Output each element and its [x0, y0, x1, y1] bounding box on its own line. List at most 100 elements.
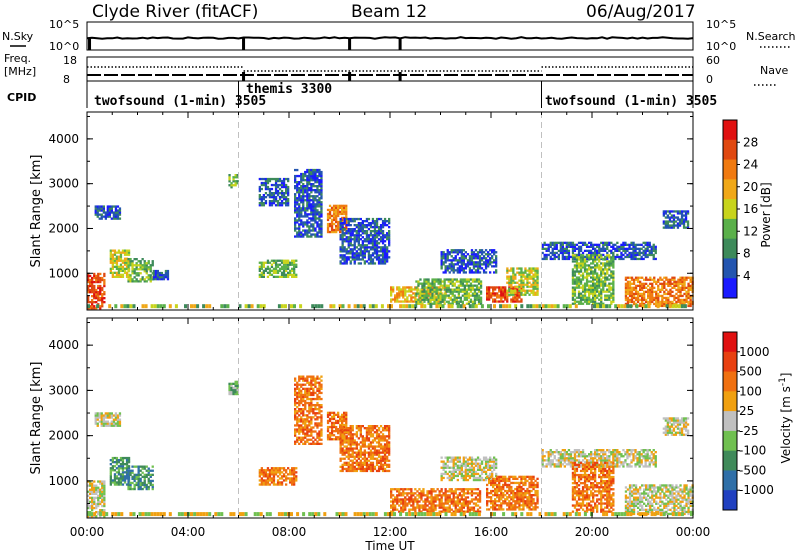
echo-cell	[626, 276, 630, 279]
echo-cell	[553, 304, 557, 309]
echo-cell	[278, 467, 282, 470]
echo-cell	[373, 226, 377, 229]
echo-cell	[651, 296, 654, 300]
echo-cell	[373, 228, 377, 231]
echo-cell	[314, 209, 317, 212]
echo-cell	[610, 241, 613, 244]
echo-cell	[571, 302, 575, 305]
echo-cell	[663, 282, 666, 285]
echo-cell	[367, 258, 371, 261]
echo-cell	[381, 230, 385, 233]
echo-cell	[304, 428, 307, 431]
echo-cell	[465, 302, 469, 305]
echo-cell	[612, 290, 615, 293]
echo-cell	[561, 247, 564, 250]
echo-cell	[282, 275, 286, 278]
echo-cell	[285, 204, 288, 207]
echo-cell	[99, 494, 102, 497]
echo-cell	[402, 304, 406, 309]
echo-cell	[268, 200, 272, 203]
echo-cell	[682, 226, 686, 229]
echo-cell	[294, 211, 297, 214]
echo-cell	[624, 284, 628, 287]
echo-cell	[575, 296, 579, 299]
echo-cell	[282, 198, 286, 201]
echo-cell	[295, 467, 298, 470]
echo-cell	[404, 288, 407, 291]
echo-cell	[270, 265, 274, 268]
echo-cell	[151, 479, 154, 483]
echo-cell	[592, 288, 595, 291]
echo-cell	[689, 280, 692, 283]
echo-cell	[316, 404, 319, 407]
echo-cell	[439, 278, 442, 281]
echo-cell	[113, 253, 117, 256]
echo-cell	[673, 286, 676, 289]
echo-cell	[487, 251, 490, 254]
echo-cell	[304, 387, 307, 390]
echo-cell	[312, 440, 315, 443]
echo-cell	[671, 304, 675, 309]
echo-cell	[429, 286, 432, 289]
echo-cell	[332, 417, 336, 421]
echo-cell	[355, 250, 358, 253]
echo-cell	[630, 294, 634, 298]
echo-cell	[657, 280, 660, 283]
echo-cell	[652, 257, 655, 261]
echo-cell	[335, 204, 338, 207]
echo-cell	[328, 212, 332, 216]
echo-cell	[341, 415, 344, 418]
echo-cell	[351, 232, 354, 235]
echo-cell	[596, 302, 599, 305]
echo-cell	[285, 183, 288, 187]
echo-cell	[230, 386, 233, 390]
echo-cell	[296, 191, 299, 194]
echo-cell	[101, 303, 104, 306]
echo-cell	[673, 276, 676, 279]
echo-cell	[349, 256, 352, 259]
echo-cell	[457, 300, 460, 303]
echo-cell	[310, 217, 313, 220]
echo-cell	[262, 473, 265, 476]
echo-cell	[304, 436, 307, 439]
velocity-echo-layer	[87, 318, 694, 518]
echo-cell	[147, 471, 150, 474]
echo-cell	[449, 296, 452, 299]
echo-cell	[101, 484, 104, 487]
echo-cell	[101, 301, 104, 304]
echo-cell	[518, 300, 521, 303]
echo-cell	[125, 456, 129, 460]
echo-cell	[306, 197, 309, 200]
echo-cell	[630, 278, 634, 281]
echo-cell	[592, 260, 595, 263]
echo-cell	[304, 404, 307, 407]
echo-cell	[359, 244, 362, 247]
echo-cell	[381, 220, 385, 223]
echo-cell	[298, 187, 301, 190]
echo-cell	[294, 199, 297, 202]
echo-cell	[87, 498, 90, 502]
echo-cell	[258, 185, 261, 189]
echo-cell	[121, 463, 125, 466]
echo-cell	[351, 254, 354, 257]
echo-cell	[318, 205, 321, 208]
echo-cell	[258, 267, 261, 270]
echo-cell	[524, 289, 527, 292]
echo-cell	[371, 244, 375, 247]
echo-cell	[626, 280, 630, 283]
echo-cell	[592, 274, 595, 277]
echo-cell	[293, 475, 296, 478]
echo-cell	[119, 257, 123, 260]
echo-cell	[557, 241, 560, 244]
echo-cell	[565, 257, 568, 261]
echo-cell	[594, 276, 597, 279]
echo-cell	[470, 255, 474, 258]
echo-cell	[101, 509, 104, 512]
echo-cell	[626, 255, 629, 259]
echo-cell	[93, 506, 96, 510]
echo-cell	[383, 234, 387, 237]
echo-cell	[575, 266, 579, 269]
echo-cell	[512, 271, 515, 274]
echo-cell	[493, 271, 496, 274]
echo-cell	[149, 278, 152, 281]
